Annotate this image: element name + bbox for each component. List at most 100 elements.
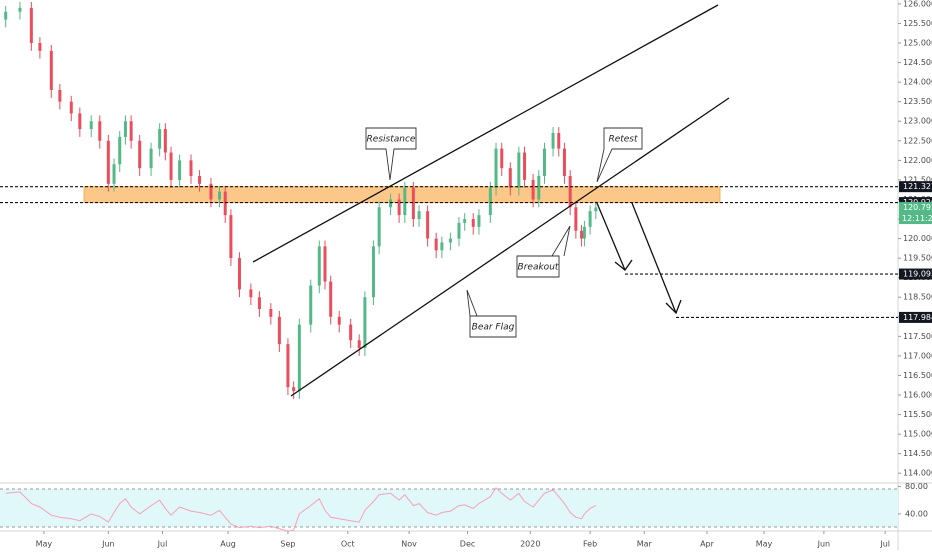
candle-body <box>317 246 321 286</box>
candle-body <box>531 179 535 200</box>
candle-body <box>78 113 82 130</box>
candle-body <box>349 324 353 341</box>
candle-body <box>551 132 555 149</box>
x-tick-label: Nov <box>401 540 417 549</box>
candle-body <box>123 121 127 137</box>
candle-body <box>488 187 492 216</box>
candle-body <box>69 101 73 114</box>
x-tick-label: Dec <box>460 540 475 549</box>
candle-body <box>277 316 281 345</box>
y-tick-label: 126.000 <box>903 0 932 8</box>
candle-body <box>163 129 167 153</box>
x-tick-label: Jun <box>817 540 831 549</box>
candle-body <box>49 50 53 90</box>
candle-body <box>189 160 193 176</box>
candle-body <box>29 7 33 44</box>
candle-body <box>397 199 401 216</box>
candle-body <box>523 152 527 180</box>
x-tick-label: Oct <box>341 540 355 549</box>
callouts <box>365 127 643 338</box>
candle-body <box>18 7 22 12</box>
y-tick-label: 116.000 <box>903 391 932 400</box>
candle-body <box>574 207 578 231</box>
candle-body <box>588 211 592 227</box>
candle-body <box>329 281 333 317</box>
candle-body <box>568 175 572 208</box>
y-tick-label: 118.500 <box>903 293 932 302</box>
candle-body <box>209 183 213 200</box>
candle-body <box>38 43 42 51</box>
candle-body <box>229 215 233 259</box>
annotation: Breakout <box>518 263 559 273</box>
y-tick-label: 125.500 <box>903 19 932 28</box>
y-tick-label: 117.500 <box>903 332 932 341</box>
candle-body <box>582 226 586 239</box>
candle-body <box>106 140 110 184</box>
candle-body <box>58 89 62 102</box>
x-tick-label: Jun <box>101 540 115 549</box>
annotation: Retest <box>608 135 638 145</box>
y-tick-label: 80.00 <box>905 482 928 491</box>
candle-body <box>403 187 407 216</box>
candle-body <box>580 230 584 239</box>
candle-body <box>471 219 475 227</box>
candle-body <box>89 121 93 130</box>
candle-body <box>426 211 430 239</box>
candle-body <box>463 219 467 223</box>
candle-body <box>169 152 173 180</box>
candle-body <box>158 129 162 149</box>
candle-body <box>517 152 521 188</box>
candle-body <box>357 340 361 349</box>
candle-body <box>594 207 598 212</box>
y-tick-label: 122.000 <box>903 156 932 165</box>
candle-body <box>363 297 367 349</box>
level-label-box <box>899 268 932 280</box>
rsi-band <box>0 489 898 527</box>
x-tick-label: May <box>756 540 773 549</box>
candle-body <box>537 175 541 200</box>
arrow-head <box>665 299 682 315</box>
y-tick-label: 123.000 <box>903 117 932 126</box>
candle-body <box>389 199 393 208</box>
candle-body <box>309 285 313 325</box>
level-label: 121.327 <box>903 182 932 191</box>
y-tick-label: 125.000 <box>903 39 932 48</box>
drawings <box>252 4 730 397</box>
rsi-line <box>5 487 597 532</box>
y-tick-label: 115.500 <box>903 410 932 419</box>
candle-body <box>98 121 102 141</box>
annotation: Resistance <box>367 135 416 145</box>
candle-body <box>434 238 438 251</box>
x-tick-label: May <box>36 540 53 549</box>
candle-body <box>494 148 498 188</box>
y-tick-label: 117.000 <box>903 351 932 360</box>
candle-body <box>448 238 452 243</box>
candle-body <box>249 289 253 298</box>
callout-box <box>466 289 517 338</box>
candle-body <box>129 121 133 141</box>
level-label: 117.984 <box>903 313 932 322</box>
candle-body <box>477 215 481 227</box>
candle-body <box>417 211 421 220</box>
candle-body <box>411 187 415 220</box>
y-tick-label: 116.500 <box>903 371 932 380</box>
candle-body <box>500 148 504 169</box>
y-tick-label: 124.000 <box>903 78 932 87</box>
last-price-box <box>899 202 932 225</box>
candle-body <box>292 387 296 392</box>
candle-body <box>4 11 8 20</box>
x-tick-label: Aug <box>220 540 236 549</box>
arrow-head <box>614 259 633 271</box>
candle-body <box>269 308 273 317</box>
y-tick-label: 120.000 <box>903 234 932 243</box>
candle-body <box>178 160 182 180</box>
channel-lower <box>290 97 730 397</box>
last-price-label: 120.793 <box>903 203 932 212</box>
support-resistance-zone <box>83 186 721 203</box>
candle-body <box>218 191 222 200</box>
candle-body <box>377 207 381 247</box>
candle-body <box>297 324 301 392</box>
candle-body <box>457 222 461 239</box>
